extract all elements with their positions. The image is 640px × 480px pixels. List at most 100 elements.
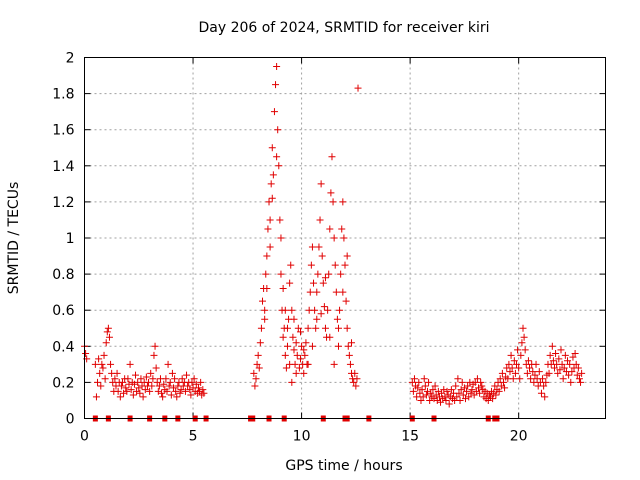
data-point (142, 373, 150, 381)
data-point (307, 261, 315, 269)
data-point (508, 364, 516, 372)
data-point (571, 350, 579, 358)
data-point (484, 396, 492, 404)
data-point (541, 393, 549, 401)
data-point (472, 387, 480, 395)
data-point (190, 375, 198, 383)
data-point (523, 369, 531, 377)
data-point (273, 153, 281, 161)
data-point (542, 378, 550, 386)
data-point (269, 171, 277, 179)
data-point (507, 351, 515, 359)
data-point (288, 306, 296, 314)
data-point (283, 342, 291, 350)
data-point (470, 391, 478, 399)
data-point (573, 371, 581, 379)
data-point (289, 333, 297, 341)
data-point (317, 180, 325, 188)
data-point (437, 398, 445, 406)
data-point (324, 306, 332, 314)
data-point (346, 360, 354, 368)
data-point (262, 270, 270, 278)
data-point (97, 382, 105, 390)
data-point (521, 346, 529, 354)
x-tick-label: 0 (80, 429, 89, 445)
data-point (578, 369, 586, 377)
data-point (510, 357, 518, 365)
data-point (327, 189, 335, 197)
y-tick-label: 1 (66, 231, 75, 247)
data-point (516, 375, 524, 383)
data-point (440, 386, 448, 394)
data-point (554, 369, 562, 377)
data-point (268, 144, 276, 152)
data-point (330, 360, 338, 368)
data-point (105, 333, 113, 341)
data-point (250, 369, 258, 377)
data-point (574, 364, 582, 372)
data-point (342, 297, 350, 305)
data-point (352, 382, 360, 390)
data-point (426, 396, 434, 404)
data-point (282, 364, 290, 372)
data-point (442, 396, 450, 404)
data-point (566, 360, 574, 368)
data-point (344, 342, 352, 350)
data-point (329, 198, 337, 206)
data-point (111, 375, 119, 383)
data-point (277, 234, 285, 242)
data-point (103, 328, 111, 336)
data-point (345, 351, 353, 359)
data-point (91, 360, 99, 368)
data-point (350, 378, 358, 386)
data-point (274, 126, 282, 134)
data-point (129, 391, 137, 399)
x-tick-label: 10 (293, 429, 311, 445)
data-point (475, 384, 483, 392)
data-point (454, 375, 462, 383)
data-point (300, 346, 308, 354)
data-point (339, 198, 347, 206)
data-point (321, 324, 329, 332)
data-point (569, 353, 577, 361)
data-point (453, 393, 461, 401)
data-point (277, 270, 285, 278)
data-point (557, 346, 565, 354)
data-point (118, 378, 126, 386)
data-point (101, 375, 109, 383)
data-point (519, 324, 527, 332)
data-point (417, 396, 425, 404)
data-point (164, 360, 172, 368)
data-points (81, 63, 586, 408)
data-point (509, 375, 517, 383)
data-point (279, 333, 287, 341)
y-tick-label: 0.8 (52, 267, 74, 283)
data-point (145, 378, 153, 386)
data-point (338, 225, 346, 233)
data-point (495, 387, 503, 395)
data-point (109, 378, 117, 386)
y-tick-label: 2 (66, 51, 75, 67)
y-tick-label: 1.6 (52, 123, 74, 139)
data-point (298, 342, 306, 350)
data-point (154, 387, 162, 395)
data-point (296, 355, 304, 363)
data-point (102, 339, 110, 347)
data-point (530, 378, 538, 386)
data-point (326, 225, 334, 233)
data-point (272, 81, 280, 89)
data-point (146, 387, 154, 395)
data-point (266, 243, 274, 251)
data-point (259, 297, 267, 305)
data-point (310, 279, 318, 287)
data-point (263, 285, 271, 293)
data-point (434, 387, 442, 395)
x-axis-ticks: 0 5 10 15 20 (80, 57, 528, 445)
data-point (314, 270, 322, 278)
data-point (134, 378, 142, 386)
data-point (410, 375, 418, 383)
data-point (328, 153, 336, 161)
data-point (296, 328, 304, 336)
data-point (491, 382, 499, 390)
data-point (527, 375, 535, 383)
